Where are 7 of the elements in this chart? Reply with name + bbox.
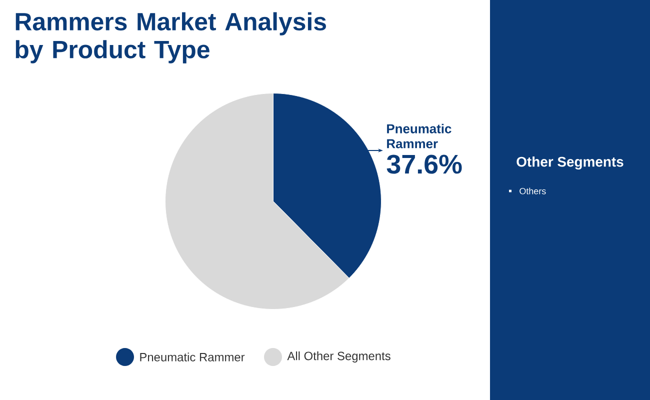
text: Other Segments (516, 156, 624, 170)
data-label: 37.6% (386, 154, 462, 174)
legend-label: All Other Segments (287, 351, 390, 363)
legend-label: Pneumatic Rammer (140, 352, 245, 362)
chart-title: Rammers Market Analysis by Product Type (16, 12, 326, 64)
text: Others (520, 188, 546, 194)
slice-label: Pneumatic Rammer (387, 124, 452, 148)
